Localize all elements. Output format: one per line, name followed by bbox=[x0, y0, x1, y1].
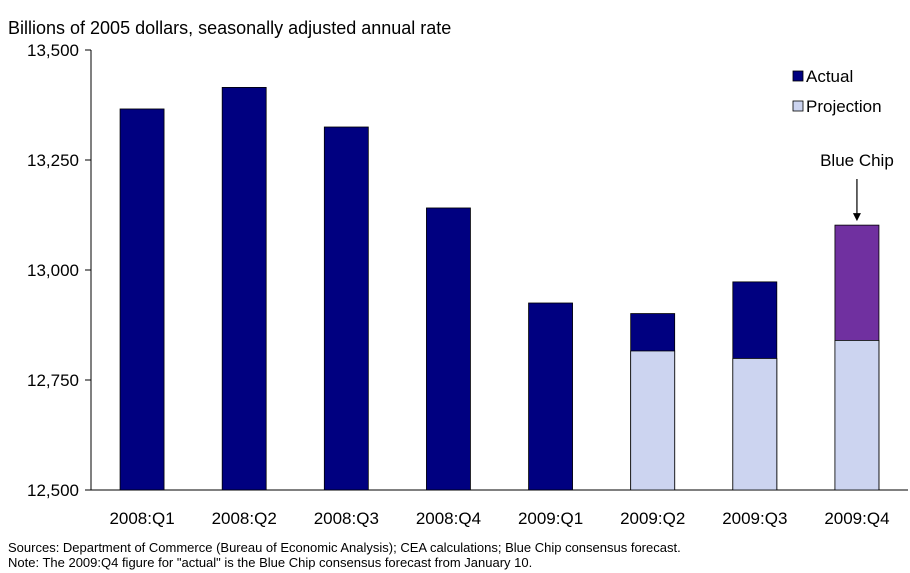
chart-footer: Sources: Department of Commerce (Bureau … bbox=[8, 540, 681, 570]
legend-label-actual: Actual bbox=[806, 67, 853, 86]
x-tick-label: 2008:Q2 bbox=[212, 509, 277, 528]
x-tick-label: 2008:Q4 bbox=[416, 509, 481, 528]
x-tick-label: 2009:Q4 bbox=[824, 509, 889, 528]
bar-actual bbox=[323, 126, 369, 491]
y-tick-label: 13,000 bbox=[27, 261, 79, 280]
bar-projection bbox=[732, 358, 778, 491]
bar-actual bbox=[426, 207, 471, 491]
x-tick-label: 2009:Q2 bbox=[620, 509, 685, 528]
bar-actual bbox=[528, 302, 573, 491]
x-tick-label: 2009:Q3 bbox=[722, 509, 787, 528]
sources-text: Sources: Department of Commerce (Bureau … bbox=[8, 540, 681, 555]
y-tick-label: 13,500 bbox=[27, 41, 79, 60]
y-axis-label: Billions of 2005 dollars, seasonally adj… bbox=[8, 18, 452, 38]
annotation-label: Blue Chip bbox=[820, 151, 894, 170]
legend-label-projection: Projection bbox=[806, 97, 882, 116]
bar-projection bbox=[834, 339, 880, 491]
legend-swatch-projection bbox=[792, 100, 804, 112]
note-text: Note: The 2009:Q4 figure for "actual" is… bbox=[8, 555, 533, 570]
bar-projection bbox=[630, 350, 676, 491]
y-tick-label: 13,250 bbox=[27, 151, 79, 170]
bar-actual bbox=[119, 108, 165, 491]
bar-actual bbox=[221, 87, 267, 491]
y-tick-label: 12,750 bbox=[27, 371, 79, 390]
annotation-arrow-head bbox=[852, 213, 861, 222]
y-tick-label: 12,500 bbox=[27, 481, 79, 500]
x-tick-label: 2008:Q1 bbox=[109, 509, 174, 528]
legend-swatch-actual bbox=[792, 70, 804, 82]
x-tick-label: 2008:Q3 bbox=[314, 509, 379, 528]
x-tick-label: 2009:Q1 bbox=[518, 509, 583, 528]
